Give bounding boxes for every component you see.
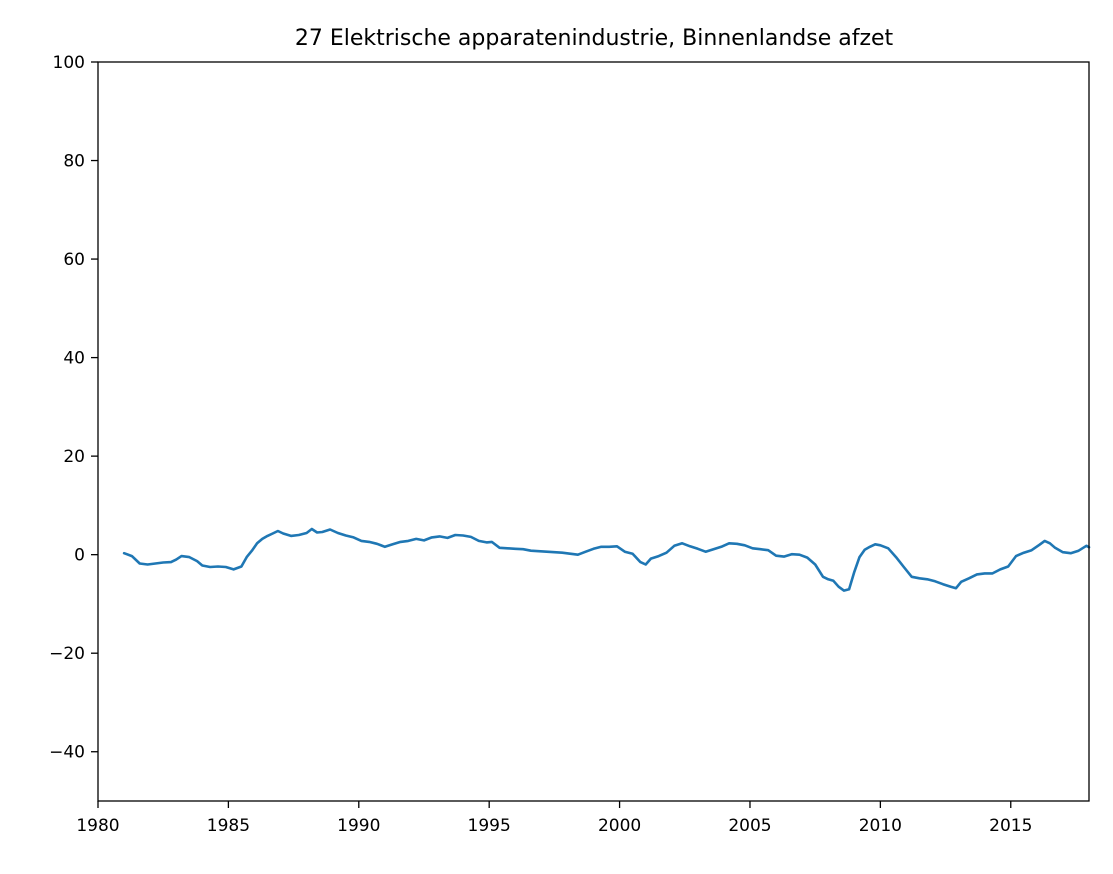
series-layer	[122, 527, 1091, 592]
x-tick-label: 1985	[207, 816, 250, 836]
y-axis: −40 −20 0 20 40 60 80 100	[49, 53, 98, 763]
plot-frame	[97, 61, 1090, 802]
chart-title: 27 Elektrische apparatenindustrie, Binne…	[295, 26, 894, 51]
x-axis: 1980 1985 1990 1995 2000 2005 2010 2015	[76, 801, 1032, 836]
x-tick-label: 1995	[468, 816, 511, 836]
y-tick-label: 60	[63, 250, 85, 270]
x-tick-label: 2010	[859, 816, 902, 836]
x-tick-label: 2005	[728, 816, 771, 836]
y-tick-label: 0	[74, 546, 85, 566]
series-line	[122, 527, 1091, 592]
y-tick-label: 40	[63, 349, 85, 369]
y-tick-label: −20	[49, 644, 85, 664]
y-tick-label: 100	[53, 53, 85, 73]
x-tick-label: 1990	[337, 816, 380, 836]
y-tick-label: 20	[63, 447, 85, 467]
x-tick-label: 2000	[598, 816, 641, 836]
y-tick-label: −40	[49, 743, 85, 763]
x-tick-label: 2015	[989, 816, 1032, 836]
y-tick-label: 80	[63, 152, 85, 172]
x-tick-label: 1980	[76, 816, 119, 836]
